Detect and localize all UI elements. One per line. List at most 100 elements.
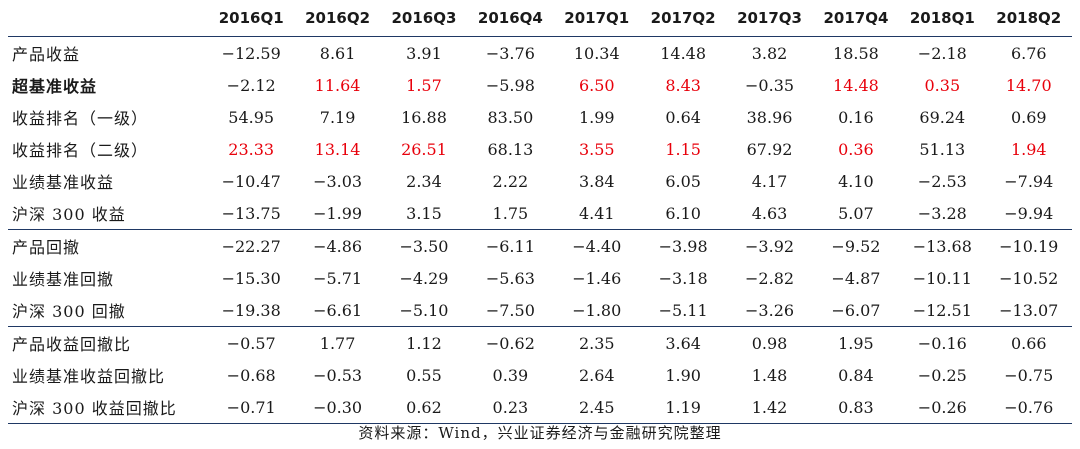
table-cell: −3.76 [485, 43, 535, 63]
header-corner [8, 0, 208, 37]
table-cell: 23.33 [228, 139, 275, 159]
table-cell: 0.66 [985, 326, 1072, 359]
table-cell: −12.59 [221, 43, 281, 63]
column-header: 2016Q1 [208, 0, 295, 37]
row-label: 产品回撤 [8, 229, 208, 262]
table-cell: 1.42 [726, 391, 813, 424]
table-row: 业绩基准收益回撤比 −0.68 −0.53 0.55 0.39 2.64 1.90 1.48 0… [8, 359, 1072, 391]
table-cell: 0.16 [838, 107, 874, 127]
table-cell: 1.77 [294, 326, 381, 359]
table-cell: −3.03 [313, 171, 363, 191]
table-row: 产品收益 −12.59 8.61 3.91 −3.76 10.34 14.48 3.82 18.… [8, 37, 1072, 70]
table-cell: 1.75 [492, 203, 529, 223]
table-cell: −7.94 [1004, 171, 1054, 191]
table-cell: 3.82 [751, 43, 788, 63]
row-label: 收益排名（一级） [12, 109, 149, 128]
table-cell: 14.70 [1005, 75, 1052, 95]
table-cell: 4.41 [578, 203, 615, 223]
table-cell: −1.46 [572, 268, 622, 288]
table-cell: 18.58 [833, 43, 879, 63]
table-row: 收益排名（一级） 54.95 7.19 16.88 83.50 1.99 0.64 38.96… [8, 101, 1072, 133]
row-label: 产品收益 [12, 45, 81, 64]
table-cell: 1.99 [578, 107, 615, 127]
table-cell: 4.10 [838, 171, 874, 191]
row-label: 业绩基准收益 [12, 173, 115, 192]
table-cell: −6.07 [831, 300, 881, 320]
source-note: 资料来源：Wind，兴业证券经济与金融研究院整理 [358, 424, 722, 442]
table-cell: −5.11 [658, 300, 708, 320]
column-header: 2016Q2 [294, 0, 381, 37]
table-cell: 2.22 [492, 171, 529, 191]
table-row: 沪深 300 收益回撤比 −0.71 −0.30 0.62 0.23 2.45 1.19 1.… [8, 391, 1072, 424]
table-cell: −9.52 [812, 229, 900, 262]
row-label: 业绩基准回撤 [12, 270, 115, 289]
table-cell: 7.19 [319, 107, 356, 127]
table-cell: −0.53 [313, 365, 363, 385]
table-cell: −4.29 [399, 268, 449, 288]
table-cell: −2.82 [745, 268, 795, 288]
column-header: 2018Q1 [899, 0, 986, 37]
table-cell: −3.28 [917, 203, 967, 223]
table-row: 沪深 300 收益 −13.75 −1.99 3.15 1.75 4.41 6.10 4.63… [8, 197, 1072, 230]
column-header: 2017Q2 [639, 0, 727, 37]
table-cell: −5.10 [399, 300, 449, 320]
table-cell: 4.63 [751, 203, 788, 223]
column-header: 2018Q2 [985, 0, 1072, 37]
table-cell: 68.13 [487, 139, 534, 159]
table-cell: 5.07 [838, 203, 874, 223]
table-cell: −5.71 [313, 268, 363, 288]
table-cell: 0.64 [665, 107, 701, 127]
table-cell: 3.91 [406, 43, 442, 63]
table-cell: 6.50 [578, 75, 615, 95]
table-cell: −0.62 [467, 326, 554, 359]
table-cell: −0.76 [985, 391, 1072, 424]
table-cell: −10.19 [985, 229, 1072, 262]
table-row: 沪深 300 回撤 −19.38 −6.61 −5.10 −7.50 −1.80 −5.11… [8, 294, 1072, 327]
table-cell: 6.05 [665, 171, 701, 191]
table-cell: −0.16 [899, 326, 986, 359]
table-cell: 3.15 [406, 203, 442, 223]
table-cell: −2.53 [917, 171, 967, 191]
table-cell: −13.75 [221, 203, 281, 223]
table-cell: 14.48 [833, 75, 879, 95]
row-label: 沪深 300 收益 [12, 205, 126, 224]
row-label: 超基准收益 [12, 77, 98, 96]
table-cell: −0.25 [917, 365, 967, 385]
column-header: 2016Q4 [467, 0, 554, 37]
table-cell: −0.68 [226, 365, 276, 385]
column-header: 2016Q3 [380, 0, 468, 37]
table-cell: 8.43 [665, 75, 701, 95]
table-row: 产品收益回撤比 −0.57 1.77 1.12 −0.62 2.35 3.64 0.98 1.9… [8, 326, 1072, 359]
table-cell: 26.51 [401, 139, 447, 159]
table-cell: 0.84 [838, 365, 874, 385]
row-label: 沪深 300 回撤 [12, 302, 126, 321]
table-cell: 2.34 [406, 171, 442, 191]
table-cell: −0.75 [1004, 365, 1054, 385]
table-cell: 0.83 [812, 391, 900, 424]
table-cell: 51.13 [919, 139, 966, 159]
table-cell: 11.64 [314, 75, 361, 95]
table-cell: −7.50 [485, 300, 535, 320]
table-cell: 13.14 [314, 139, 361, 159]
table-cell: −1.80 [572, 300, 622, 320]
table-cell: −2.12 [226, 75, 276, 95]
data-table: 2016Q1 2016Q2 2016Q3 2016Q4 2017Q1 2017Q2 2017… [8, 0, 1072, 424]
table-cell: 0.98 [726, 326, 813, 359]
table-cell: 1.57 [406, 75, 442, 95]
table-row: 业绩基准收益 −10.47 −3.03 2.34 2.22 3.84 6.05 4.17 4.1… [8, 165, 1072, 197]
table-cell: −6.61 [313, 300, 363, 320]
table-cell: −2.18 [917, 43, 967, 63]
table-cell: −4.87 [831, 268, 881, 288]
table-row: 业绩基准回撤 −15.30 −5.71 −4.29 −5.63 −1.46 −3.18 −2.… [8, 262, 1072, 294]
row-label: 沪深 300 收益回撤比 [8, 391, 208, 424]
table-cell: 0.36 [838, 139, 874, 159]
table-cell: 69.24 [919, 107, 966, 127]
table-cell: −19.38 [221, 300, 281, 320]
table-cell: 14.48 [660, 43, 707, 63]
table-cell: 0.62 [380, 391, 468, 424]
table-cell: 0.55 [406, 365, 442, 385]
table-cell: −3.92 [726, 229, 813, 262]
table-cell: 4.17 [751, 171, 788, 191]
table-cell: 6.76 [1010, 43, 1047, 63]
table-cell: 38.96 [746, 107, 793, 127]
